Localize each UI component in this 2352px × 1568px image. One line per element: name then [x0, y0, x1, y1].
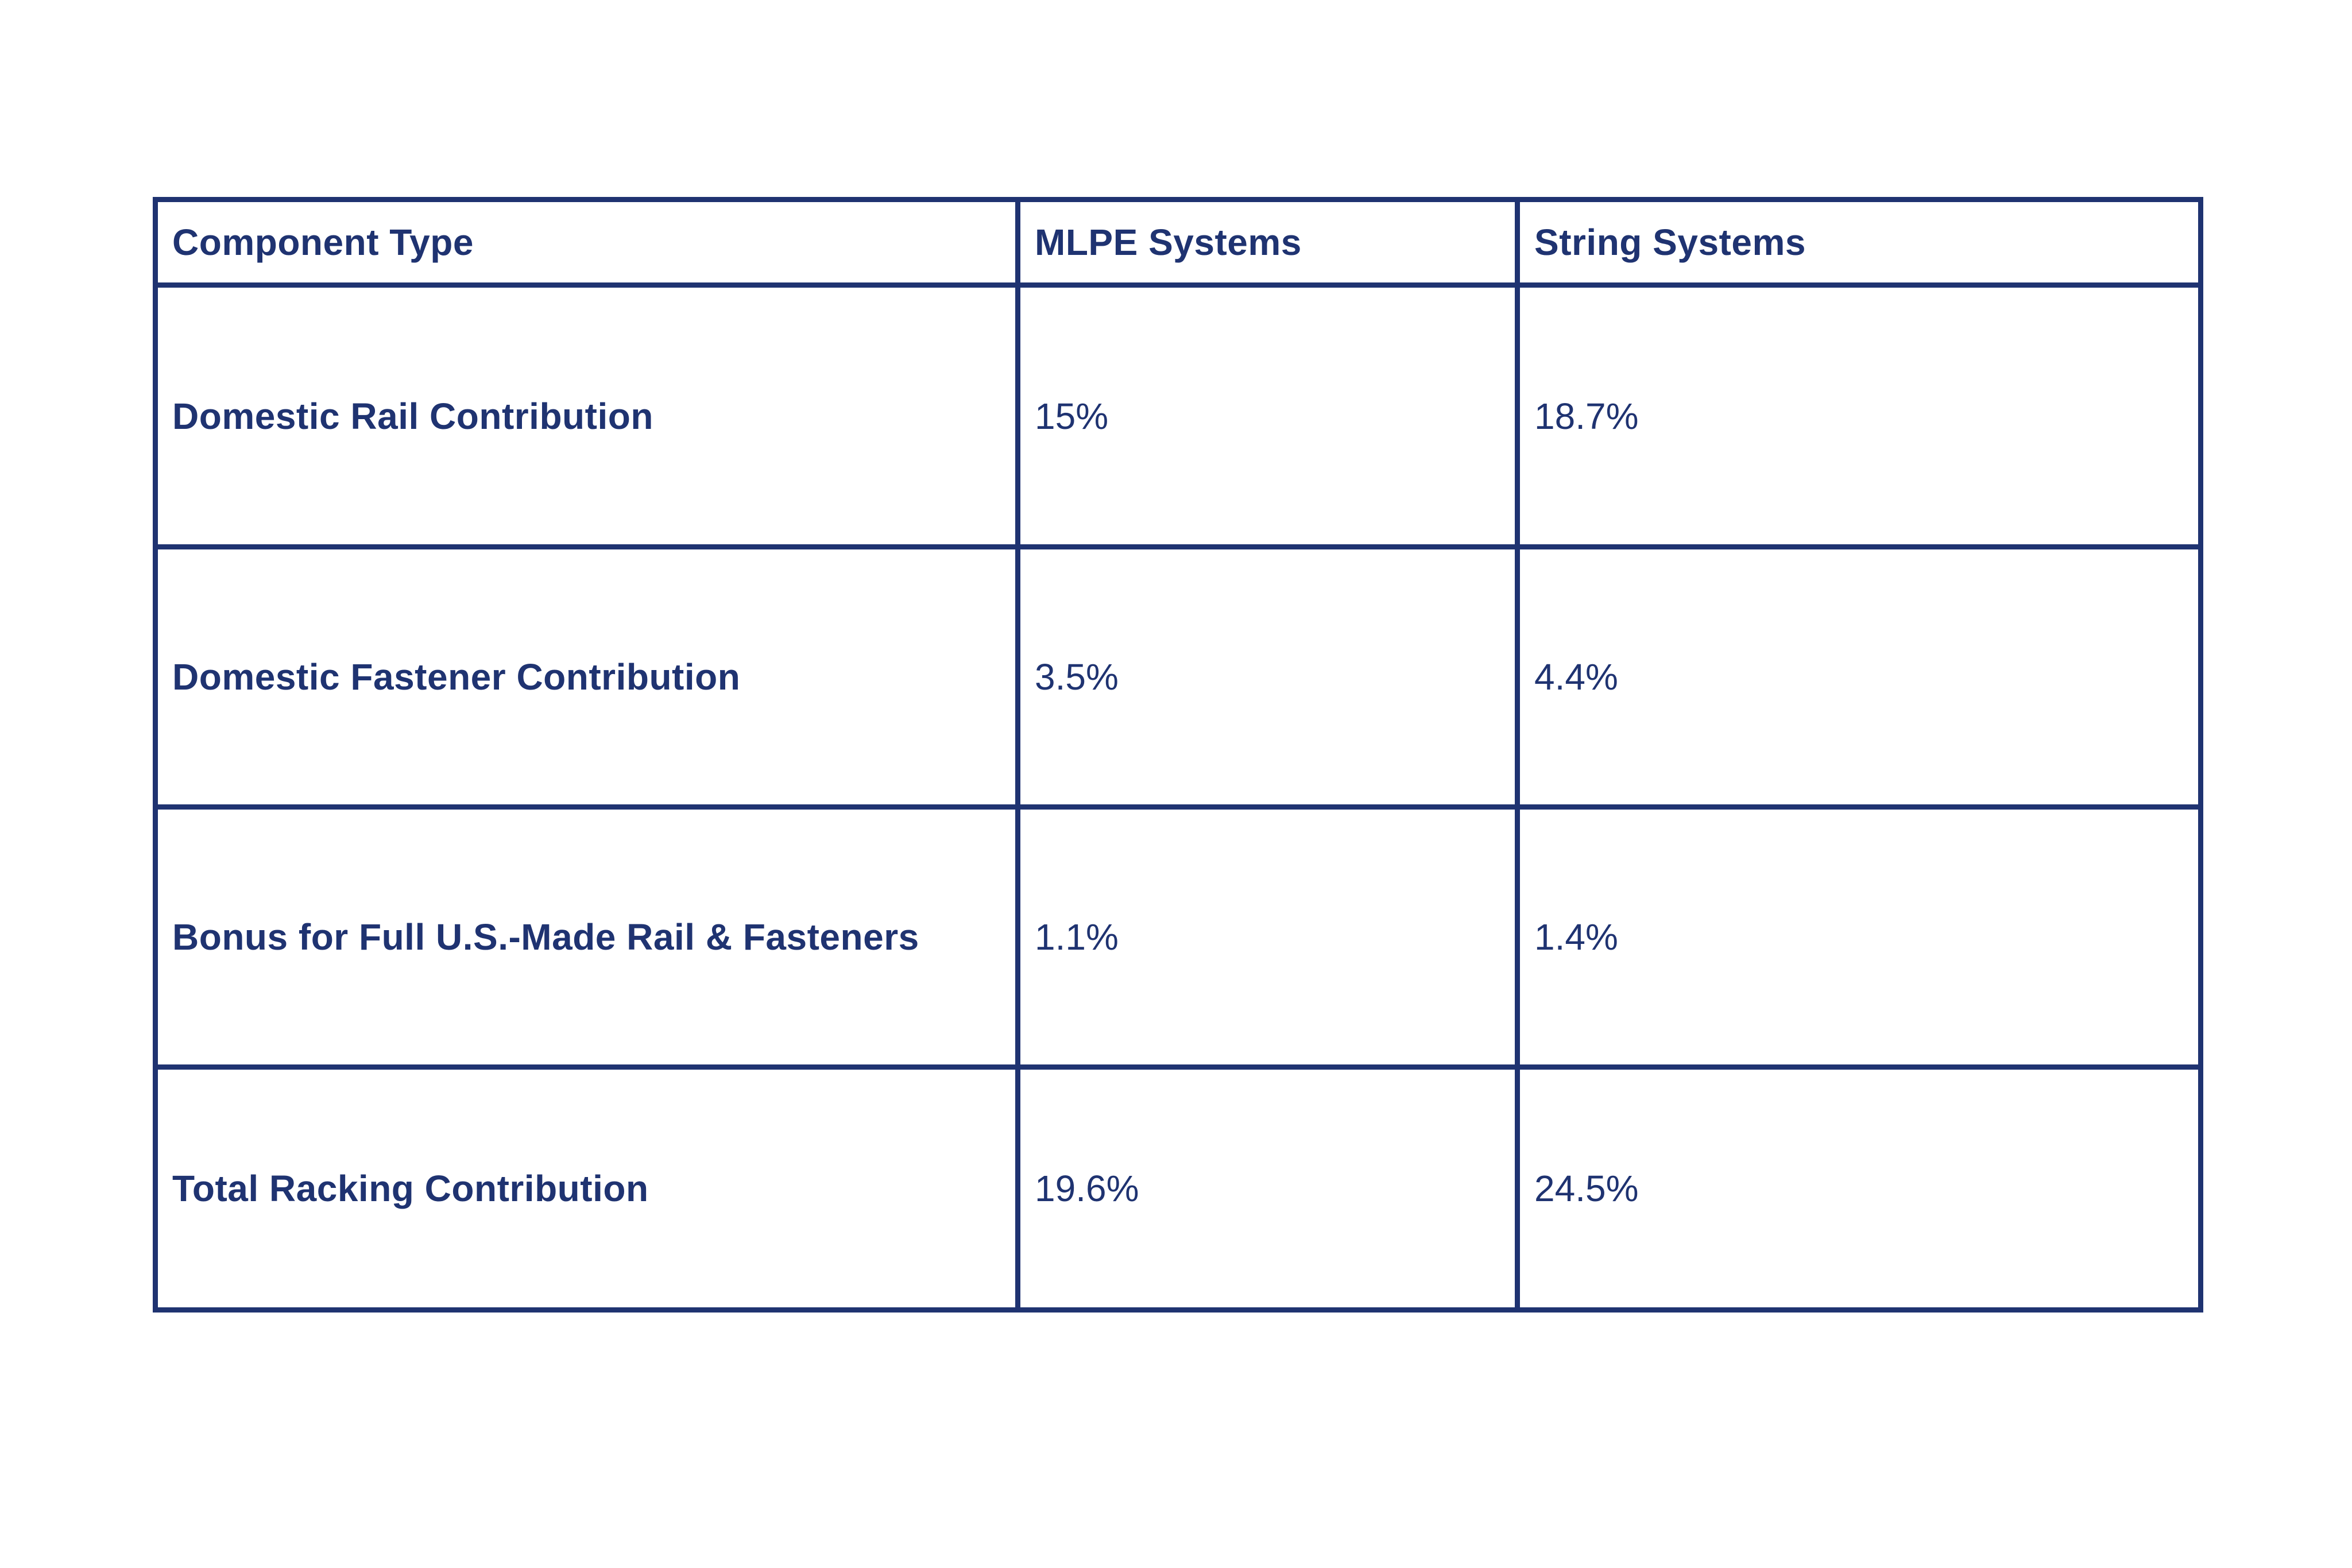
table-row-domestic-rail: Domestic Rail Contribution 15% 18.7%	[153, 282, 2203, 549]
row-label-domestic-rail: Domestic Rail Contribution	[153, 282, 1020, 549]
table-row-total-racking: Total Racking Contribution 19.6% 24.5%	[153, 1064, 2203, 1313]
bonus-string-value: 1.4%	[1515, 804, 2203, 1070]
row-label-domestic-fastener: Domestic Fastener Contribution	[153, 544, 1020, 810]
table-row-bonus-us-made: Bonus for Full U.S.-Made Rail & Fastener…	[153, 804, 2203, 1070]
column-header-string-systems: String Systems	[1515, 197, 2203, 288]
domestic-fastener-mlpe-value: 3.5%	[1015, 544, 1520, 810]
table-row-domestic-fastener: Domestic Fastener Contribution 3.5% 4.4%	[153, 544, 2203, 810]
total-mlpe-value: 19.6%	[1015, 1064, 1520, 1313]
table-header-row: Component Type MLPE Systems String Syste…	[153, 197, 2203, 288]
row-label-total-racking: Total Racking Contribution	[153, 1064, 1020, 1313]
total-string-value: 24.5%	[1515, 1064, 2203, 1313]
domestic-rail-string-value: 18.7%	[1515, 282, 2203, 549]
racking-contribution-table: Component Type MLPE Systems String Syste…	[153, 197, 2203, 1313]
bonus-mlpe-value: 1.1%	[1015, 804, 1520, 1070]
domestic-fastener-string-value: 4.4%	[1515, 544, 2203, 810]
domestic-rail-mlpe-value: 15%	[1015, 282, 1520, 549]
row-label-bonus-us-made: Bonus for Full U.S.-Made Rail & Fastener…	[153, 804, 1020, 1070]
column-header-mlpe-systems: MLPE Systems	[1015, 197, 1520, 288]
column-header-component-type: Component Type	[153, 197, 1020, 288]
